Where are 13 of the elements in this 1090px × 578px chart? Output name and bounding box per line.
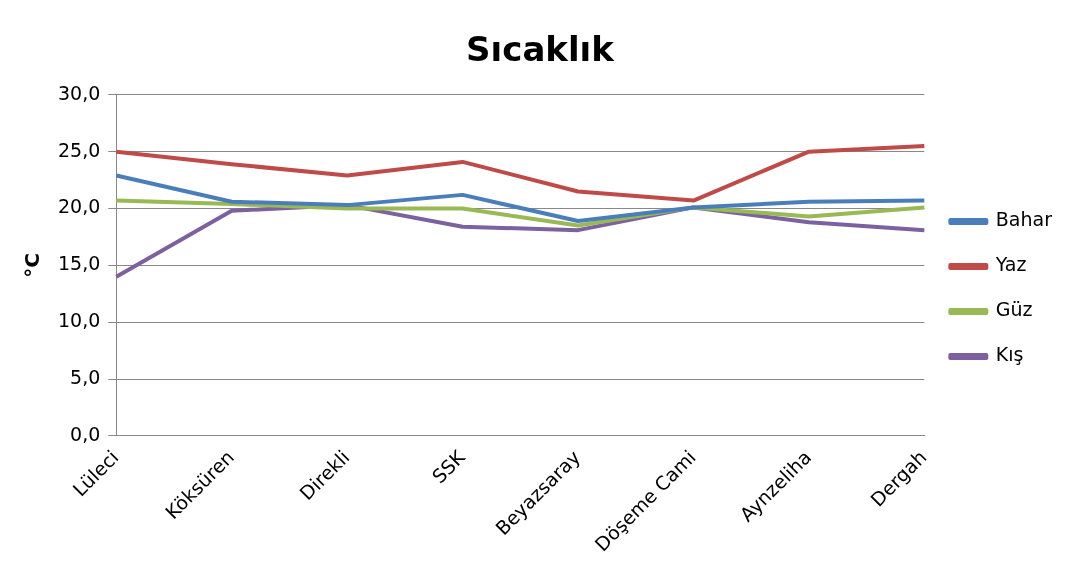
y-tick-label: 30,0 xyxy=(57,81,101,104)
legend-label: Yaz xyxy=(994,253,1027,276)
y-tick-label: 15,0 xyxy=(57,252,101,275)
legend-label: Kış xyxy=(995,343,1024,366)
y-tick-label: 10,0 xyxy=(57,309,101,332)
y-tick-label: 25,0 xyxy=(57,138,101,161)
legend-label: Bahar xyxy=(995,208,1053,231)
y-axis-title: °C xyxy=(20,253,45,278)
legend-label: Güz xyxy=(995,298,1033,321)
y-tick-label: 5,0 xyxy=(70,366,101,389)
y-tick-label: 20,0 xyxy=(57,195,101,218)
y-tick-label: 0,0 xyxy=(70,422,101,445)
chart-title: Sıcaklık xyxy=(466,29,616,70)
